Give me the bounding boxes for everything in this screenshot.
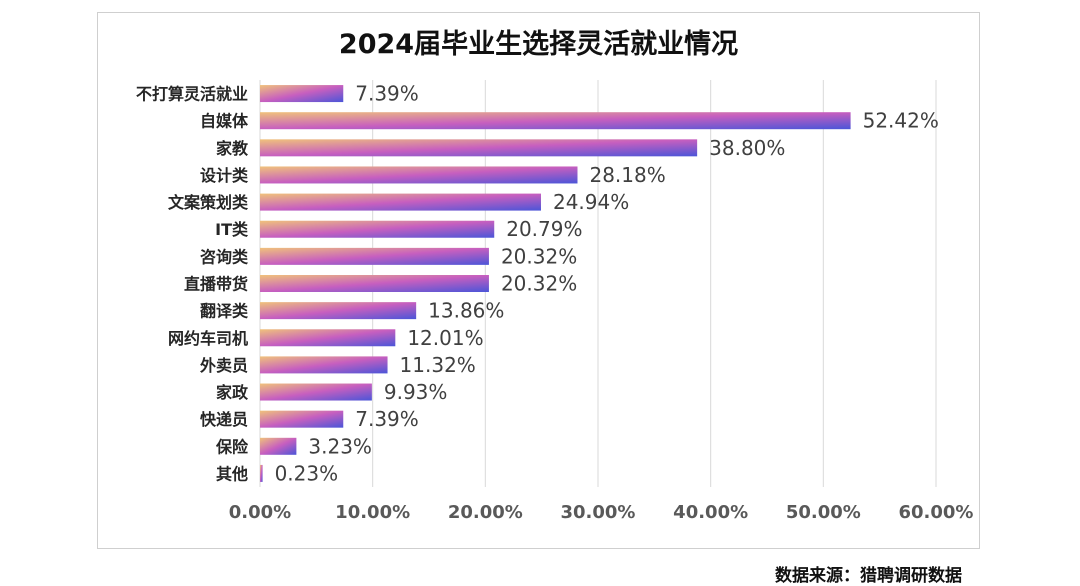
bar: [260, 464, 263, 482]
x-tick-label: 0.00%: [229, 502, 291, 523]
x-tick-label: 40.00%: [673, 502, 748, 523]
category-label: 直播带货: [184, 275, 248, 294]
category-label: 其他: [216, 464, 248, 483]
value-label: 7.39%: [355, 82, 419, 106]
category-label: IT类: [215, 220, 249, 239]
value-label: 38.80%: [709, 136, 785, 160]
value-label: 20.32%: [501, 244, 577, 268]
category-label: 快递员: [200, 410, 248, 429]
category-label: 设计类: [200, 166, 249, 185]
bar: [260, 247, 489, 265]
bar: [260, 410, 344, 428]
bar: [260, 275, 489, 292]
bar: [260, 139, 698, 157]
value-label: 7.39%: [355, 407, 419, 431]
value-label: 20.32%: [501, 272, 577, 296]
chart-title: 2024届毕业生选择灵活就业情况: [338, 29, 739, 60]
value-label: 0.23%: [275, 461, 339, 485]
category-label: 翻译类: [200, 302, 249, 321]
category-label: 家教: [216, 139, 249, 158]
value-label: 52.42%: [863, 109, 939, 133]
category-label: 保险: [215, 437, 249, 456]
bar: [260, 383, 372, 401]
value-label: 3.23%: [308, 434, 372, 458]
x-tick-label: 50.00%: [786, 502, 861, 523]
bar: [260, 112, 851, 130]
bar: [260, 302, 417, 320]
labels: 0.00% 10.00% 20.00% 30.00% 40.00% 50.00% 60.00…: [136, 82, 974, 523]
value-label: 28.18%: [589, 163, 665, 187]
category-label: 网约车司机: [168, 329, 248, 348]
x-tick-label: 60.00%: [899, 502, 974, 523]
value-label: 11.32%: [400, 353, 476, 377]
bar: [260, 356, 388, 374]
category-label: 不打算灵活就业: [136, 85, 248, 104]
bars: [260, 85, 851, 482]
bar: [260, 437, 297, 455]
category-label: 自媒体: [200, 112, 249, 131]
value-label: 20.79%: [506, 217, 582, 241]
category-label: 外卖员: [199, 356, 248, 375]
bar: [260, 220, 495, 238]
bar: [260, 193, 541, 211]
x-tick-label: 30.00%: [561, 502, 636, 523]
data-source-note: 数据来源：猎聘调研数据: [775, 566, 962, 586]
x-tick-label: 20.00%: [448, 502, 523, 523]
value-label: 12.01%: [407, 326, 483, 350]
x-tick-label: 10.00%: [335, 502, 410, 523]
bar: [260, 329, 396, 347]
category-label: 咨询类: [200, 247, 249, 266]
bar: [260, 85, 344, 103]
category-label: 家政: [216, 383, 249, 402]
value-label: 13.86%: [428, 299, 504, 323]
value-label: 9.93%: [384, 380, 448, 404]
bar: [260, 166, 578, 184]
chart-frame: [97, 12, 980, 549]
category-label: 文案策划类: [168, 193, 249, 212]
value-label: 24.94%: [553, 190, 629, 214]
